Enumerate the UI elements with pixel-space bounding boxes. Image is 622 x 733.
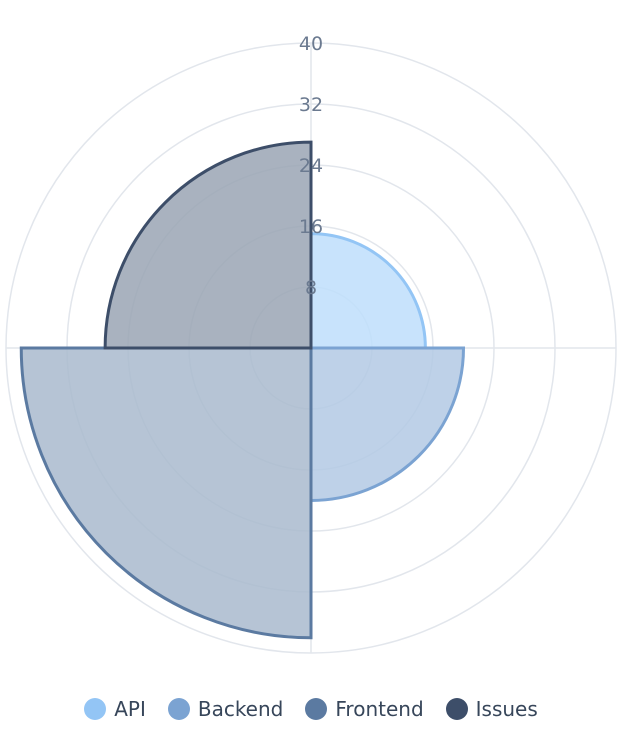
chart-legend: API Backend Frontend Issues	[0, 697, 622, 721]
legend-swatch	[305, 698, 328, 720]
legend-item-backend[interactable]: Backend	[167, 697, 284, 721]
radial-tick-label: 32	[299, 94, 323, 116]
polar-chart-canvas: 8 16 24 32 40	[5, 33, 617, 654]
radial-tick-labels: 8 16 24 32 40	[299, 33, 323, 299]
slice-api[interactable]	[309, 232, 427, 350]
legend-item-api[interactable]: API	[84, 697, 146, 721]
legend-swatch	[445, 698, 468, 720]
radial-tick-label: 24	[299, 155, 323, 177]
radial-tick-label: 40	[299, 33, 323, 55]
radial-tick-label: 16	[299, 216, 323, 238]
legend-label: Frontend	[335, 697, 424, 721]
legend-label: API	[114, 697, 146, 721]
radial-tick-label: 8	[305, 277, 317, 299]
legend-label: Issues	[475, 697, 538, 721]
legend-item-issues[interactable]: Issues	[445, 697, 538, 721]
legend-swatch	[167, 698, 190, 720]
slice-layer	[19, 140, 466, 640]
slice-frontend[interactable]	[19, 346, 313, 640]
legend-label: Backend	[197, 697, 284, 721]
slice-issues[interactable]	[103, 140, 313, 350]
legend-item-frontend[interactable]: Frontend	[305, 697, 424, 721]
slice-backend[interactable]	[309, 346, 466, 503]
legend-swatch	[84, 698, 107, 720]
